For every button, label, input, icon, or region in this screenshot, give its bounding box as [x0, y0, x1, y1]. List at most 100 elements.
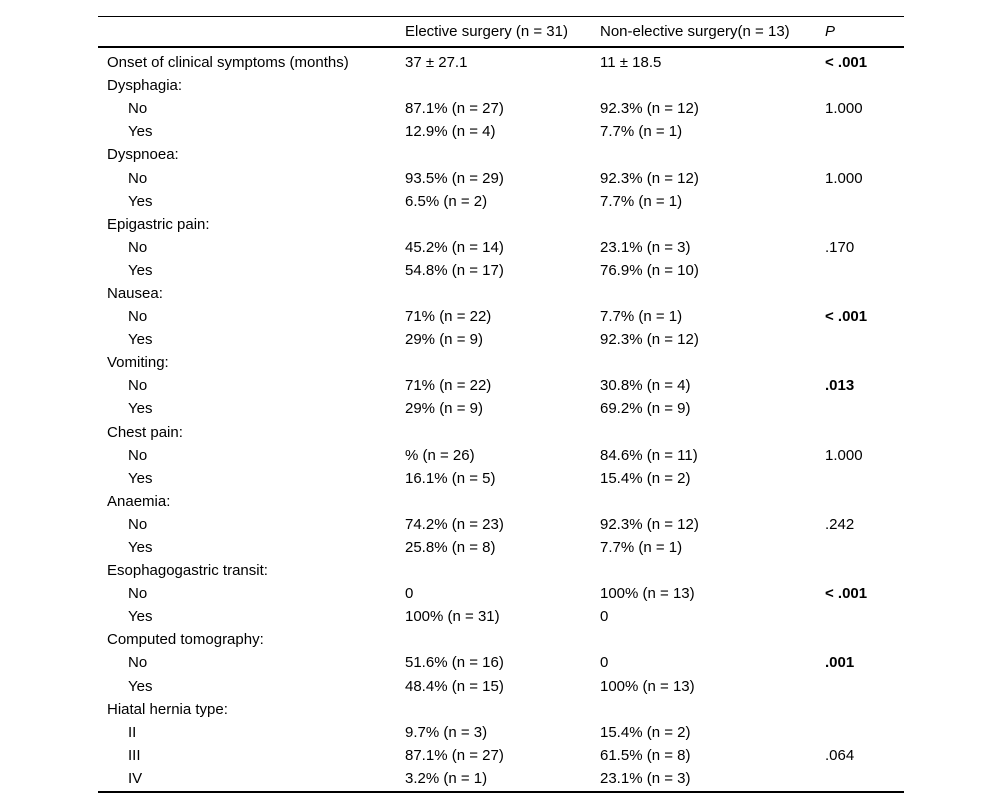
elective-cell: 71% (n = 22): [405, 377, 492, 395]
table-row: Vomiting:: [98, 351, 904, 374]
table-row: Yes 100% (n = 31) 0: [98, 605, 904, 628]
table-row: II 9.7% (n = 3) 15.4% (n = 2): [98, 721, 904, 744]
row-label: Dyspnoea:: [107, 146, 179, 164]
row-label: Yes: [128, 539, 153, 557]
row-label: Nausea:: [107, 284, 163, 302]
non-elective-cell: 61.5% (n = 8): [600, 746, 691, 764]
table-row: No 45.2% (n = 14) 23.1% (n = 3) .170: [98, 236, 904, 259]
header-non-elective-surgery: Non-elective surgery(n = 13): [600, 23, 790, 40]
table-row: Yes 54.8% (n = 17) 76.9% (n = 10): [98, 259, 904, 282]
row-label: Hiatal hernia type:: [107, 700, 228, 718]
row-label: No: [128, 169, 148, 187]
non-elective-cell: 92.3% (n = 12): [600, 169, 699, 187]
table-row: Onset of clinical symptoms (months) 37 ± …: [98, 51, 904, 74]
non-elective-cell: 100% (n = 13): [600, 585, 695, 603]
non-elective-cell: 7.7% (n = 1): [600, 192, 683, 210]
table-row: Dysphagia:: [98, 74, 904, 97]
table-row: III 87.1% (n = 27) 61.5% (n = 8) .064: [98, 744, 904, 767]
non-elective-cell: 76.9% (n = 10): [600, 261, 699, 279]
row-label: No: [128, 377, 148, 395]
elective-cell: % (n = 26): [405, 446, 475, 464]
elective-cell: 87.1% (n = 27): [405, 100, 504, 118]
row-label: Yes: [128, 608, 153, 626]
non-elective-cell: 92.3% (n = 12): [600, 515, 699, 533]
table-row: No 93.5% (n = 29) 92.3% (n = 12) 1.000: [98, 166, 904, 189]
elective-cell: 6.5% (n = 2): [405, 192, 488, 210]
p-value-cell: < .001: [825, 54, 868, 72]
elective-cell: 74.2% (n = 23): [405, 515, 504, 533]
elective-cell: 0: [405, 585, 414, 603]
table-row: Yes 29% (n = 9) 92.3% (n = 12): [98, 328, 904, 351]
row-label: Epigastric pain:: [107, 215, 210, 233]
row-label: No: [128, 446, 148, 464]
table-row: Yes 6.5% (n = 2) 7.7% (n = 1): [98, 190, 904, 213]
non-elective-cell: 100% (n = 13): [600, 677, 695, 695]
row-label: Yes: [128, 261, 153, 279]
header-p-value: P: [825, 23, 836, 40]
row-label: Yes: [128, 192, 153, 210]
table-row: No 71% (n = 22) 30.8% (n = 4) .013: [98, 374, 904, 397]
table-row: Yes 48.4% (n = 15) 100% (n = 13): [98, 675, 904, 698]
table-row: Yes 12.9% (n = 4) 7.7% (n = 1): [98, 120, 904, 143]
table-body: Onset of clinical symptoms (months) 37 ± …: [98, 48, 904, 791]
row-label: IV: [128, 769, 143, 787]
row-label: No: [128, 585, 148, 603]
elective-cell: 25.8% (n = 8): [405, 539, 496, 557]
p-value-cell: 1.000: [825, 100, 863, 118]
table-row: No 74.2% (n = 23) 92.3% (n = 12) .242: [98, 513, 904, 536]
row-label: II: [128, 723, 137, 741]
table-row: Computed tomography:: [98, 628, 904, 651]
row-label: No: [128, 238, 148, 256]
elective-cell: 3.2% (n = 1): [405, 769, 488, 787]
non-elective-cell: 84.6% (n = 11): [600, 446, 698, 464]
table-row: Epigastric pain:: [98, 213, 904, 236]
elective-cell: 93.5% (n = 29): [405, 169, 504, 187]
table-row: Yes 25.8% (n = 8) 7.7% (n = 1): [98, 536, 904, 559]
non-elective-cell: 92.3% (n = 12): [600, 100, 699, 118]
row-label: Yes: [128, 469, 153, 487]
table-row: Nausea:: [98, 282, 904, 305]
elective-cell: 48.4% (n = 15): [405, 677, 504, 695]
row-label: Yes: [128, 677, 153, 695]
non-elective-cell: 92.3% (n = 12): [600, 331, 699, 349]
non-elective-cell: 11 ± 18.5: [600, 54, 662, 72]
table-row: No 51.6% (n = 16) 0 .001: [98, 651, 904, 674]
row-label: Yes: [128, 400, 153, 418]
non-elective-cell: 30.8% (n = 4): [600, 377, 691, 395]
non-elective-cell: 23.1% (n = 3): [600, 769, 691, 787]
non-elective-cell: 15.4% (n = 2): [600, 469, 691, 487]
table-header-row: Elective surgery (n = 31) Non-elective s…: [98, 17, 904, 48]
row-label: Onset of clinical symptoms (months): [107, 54, 349, 72]
elective-cell: 87.1% (n = 27): [405, 746, 504, 764]
elective-cell: 37 ± 27.1: [405, 54, 468, 72]
table-row: Hiatal hernia type:: [98, 698, 904, 721]
elective-cell: 16.1% (n = 5): [405, 469, 496, 487]
row-label: Yes: [128, 123, 153, 141]
non-elective-cell: 0: [600, 654, 609, 672]
non-elective-cell: 23.1% (n = 3): [600, 238, 691, 256]
row-label: Vomiting:: [107, 354, 169, 372]
row-label: Yes: [128, 331, 153, 349]
p-value-cell: .064: [825, 746, 855, 764]
table-row: No 87.1% (n = 27) 92.3% (n = 12) 1.000: [98, 97, 904, 120]
elective-cell: 51.6% (n = 16): [405, 654, 504, 672]
row-label: No: [128, 308, 148, 326]
row-label: III: [128, 746, 141, 764]
elective-cell: 54.8% (n = 17): [405, 261, 504, 279]
p-value-cell: < .001: [825, 585, 868, 603]
table-row: Yes 16.1% (n = 5) 15.4% (n = 2): [98, 467, 904, 490]
row-label: No: [128, 515, 148, 533]
table-row: No % (n = 26) 84.6% (n = 11) 1.000: [98, 444, 904, 467]
row-label: Anaemia:: [107, 492, 171, 510]
row-label: Computed tomography:: [107, 631, 264, 649]
row-label: No: [128, 654, 148, 672]
elective-cell: 29% (n = 9): [405, 331, 483, 349]
table-row: No 0 100% (n = 13) < .001: [98, 582, 904, 605]
comparison-table: Elective surgery (n = 31) Non-elective s…: [98, 16, 904, 793]
elective-cell: 45.2% (n = 14): [405, 238, 504, 256]
p-value-cell: 1.000: [825, 446, 863, 464]
table-row: Esophagogastric transit:: [98, 559, 904, 582]
elective-cell: 9.7% (n = 3): [405, 723, 488, 741]
p-value-cell: .242: [825, 515, 855, 533]
table-row: Dyspnoea:: [98, 143, 904, 166]
